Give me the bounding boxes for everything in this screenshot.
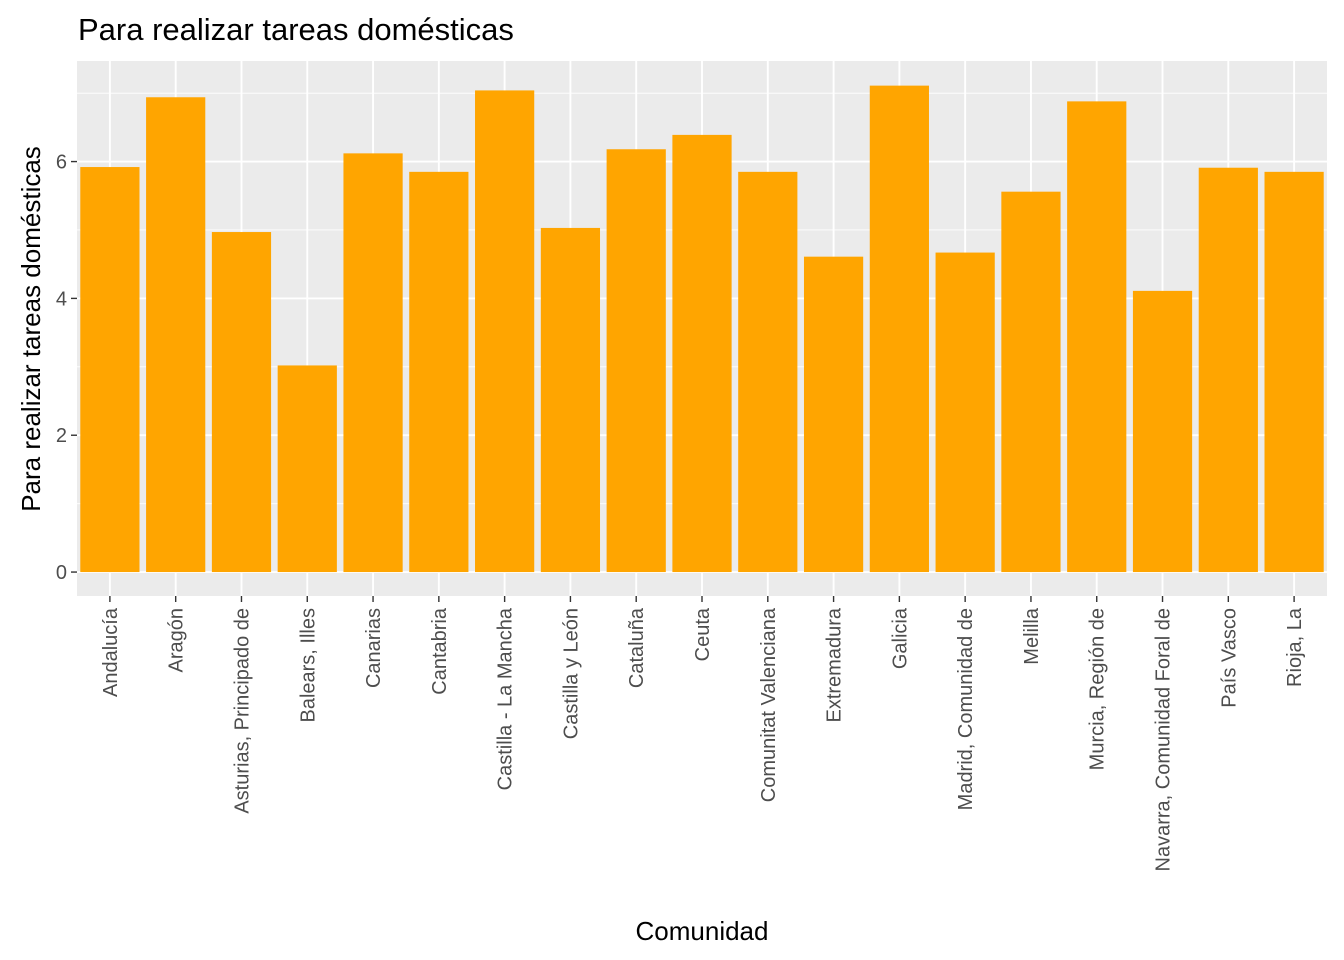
bar <box>1264 171 1324 573</box>
x-tick-label: Cataluña <box>626 607 648 688</box>
x-tick-label: Asturias, Principado de <box>231 608 253 814</box>
bars <box>80 85 1324 573</box>
x-tick-label: Canarias <box>363 608 385 688</box>
bar <box>277 365 337 573</box>
y-tick-label: 4 <box>56 288 67 310</box>
bar <box>80 167 140 573</box>
y-tick-label: 2 <box>56 425 67 447</box>
bar <box>1067 101 1127 573</box>
x-tick-label: Melilla <box>1021 607 1043 665</box>
y-tick-label: 0 <box>56 562 67 584</box>
x-tick-label: Navarra, Comunidad Foral de <box>1153 608 1175 871</box>
bar <box>672 134 732 573</box>
x-tick-label: Ceuta <box>692 607 714 661</box>
x-tick-label: Castilla y León <box>560 608 582 739</box>
bar <box>409 171 469 573</box>
bar <box>1001 191 1061 573</box>
bar <box>606 149 666 573</box>
bar <box>1132 290 1193 573</box>
x-axis: Andalucía Aragón Asturias, Principado de Ba… <box>100 596 1306 871</box>
bar <box>869 85 929 573</box>
x-tick-label: Aragón <box>166 608 188 673</box>
x-tick-label: Rioja, La <box>1284 607 1306 687</box>
y-tick-label: 6 <box>56 152 67 174</box>
x-tick-label: Extremadura <box>824 607 846 722</box>
x-tick-label: Murcia, Región de <box>1087 608 1109 770</box>
y-axis: 0 2 4 6 <box>56 152 77 584</box>
bar <box>540 227 601 573</box>
x-tick-label: Madrid, Comunidad de <box>955 608 977 810</box>
bar <box>211 232 272 573</box>
bar <box>1198 167 1258 573</box>
x-axis-title: Comunidad <box>636 916 769 946</box>
y-axis-title: Para realizar tareas domésticas <box>16 146 46 512</box>
x-tick-label: Castilla - La Mancha <box>495 607 517 790</box>
x-tick-label: Galicia <box>889 607 911 669</box>
bar <box>475 90 535 573</box>
x-tick-label: País Vasco <box>1218 608 1240 708</box>
bar <box>146 97 206 573</box>
x-tick-label: Comunitat Valenciana <box>758 607 780 802</box>
chart-title: Para realizar tareas domésticas <box>78 12 514 47</box>
x-tick-label: Andalucía <box>100 607 122 697</box>
bar <box>935 252 995 573</box>
bar <box>738 171 798 573</box>
bar <box>803 256 864 573</box>
x-tick-label: Balears, Illes <box>297 608 319 723</box>
x-tick-label: Cantabria <box>429 607 451 695</box>
bar <box>343 153 403 573</box>
